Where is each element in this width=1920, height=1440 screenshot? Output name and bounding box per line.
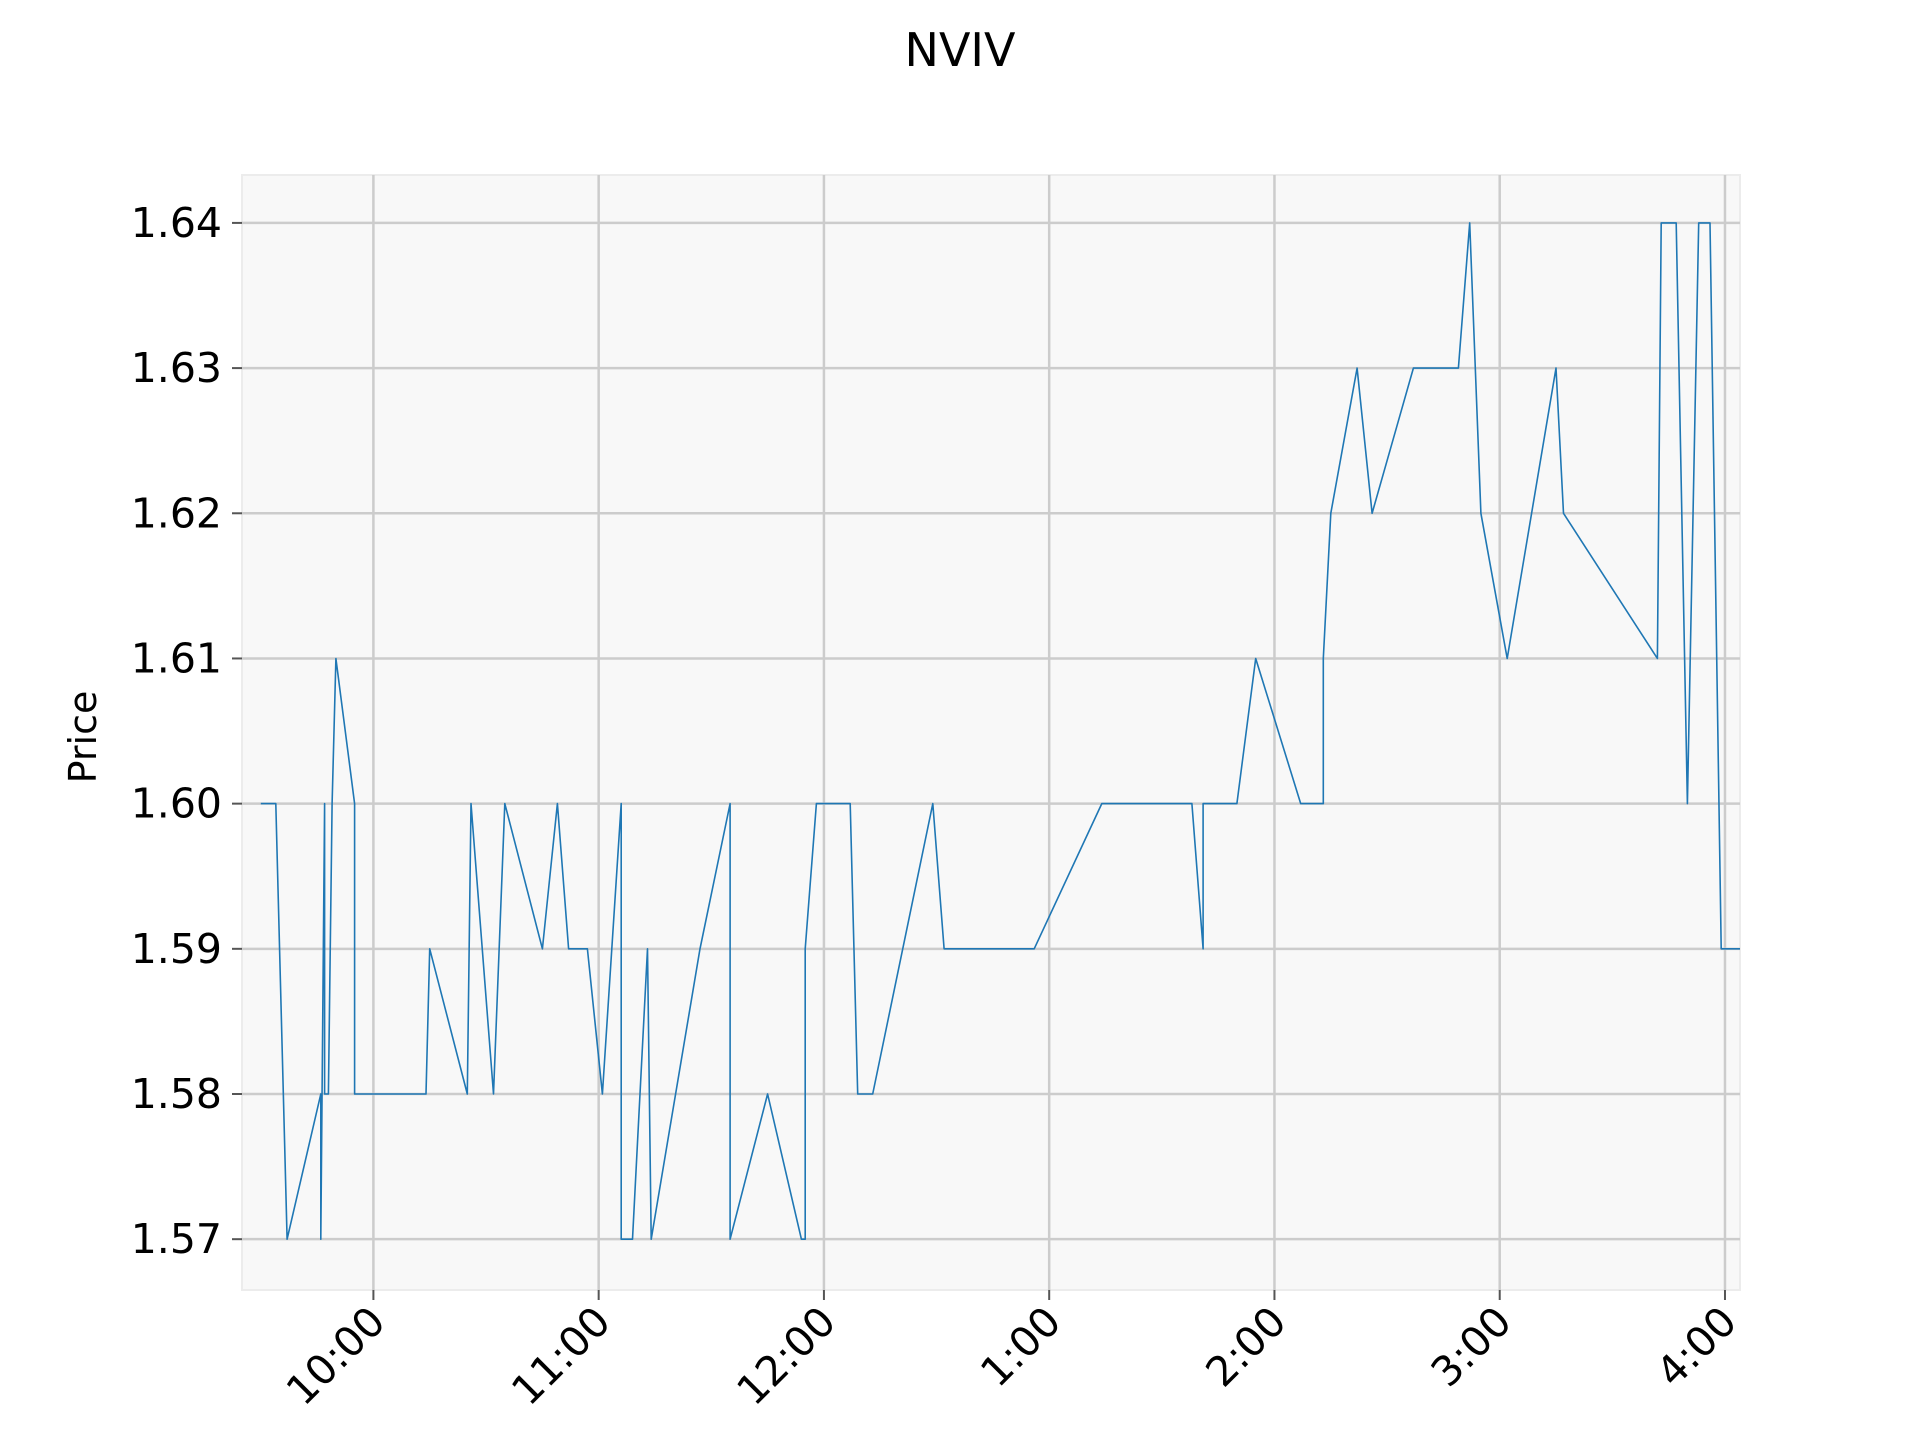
y-axis-label: Price xyxy=(61,691,105,784)
y-axis-ticks: 1.57 1.58 1.59 1.60 1.61 1.62 1.63 1.64 xyxy=(131,199,242,1263)
y-tick-label: 1.61 xyxy=(131,634,222,682)
x-gridlines xyxy=(372,175,1727,1290)
x-tick-label: 1:00 xyxy=(971,1297,1070,1396)
y-tick-label: 1.58 xyxy=(131,1070,222,1118)
y-tick-label: 1.64 xyxy=(131,199,222,247)
plot-area xyxy=(241,174,1741,1291)
price-line xyxy=(260,222,1740,1240)
x-axis-ticks: 10:00 11:00 12:00 1:00 2:00 3:00 4:00 xyxy=(277,1290,1746,1415)
y-tick-label: 1.62 xyxy=(131,489,222,537)
x-tick-label: 10:00 xyxy=(277,1297,394,1414)
y-tick-label: 1.59 xyxy=(131,925,222,973)
x-tick-label: 12:00 xyxy=(728,1297,845,1414)
x-tick-label: 11:00 xyxy=(502,1297,619,1414)
series-layer xyxy=(260,222,1740,1240)
y-tick-label: 1.60 xyxy=(131,780,222,828)
y-gridlines xyxy=(242,221,1740,1241)
x-tick-label: 2:00 xyxy=(1196,1297,1295,1396)
y-tick-label: 1.63 xyxy=(131,344,222,392)
x-tick-label: 3:00 xyxy=(1422,1297,1521,1396)
chart-title: NVIV xyxy=(905,23,1016,77)
y-tick-label: 1.57 xyxy=(131,1215,222,1263)
x-tick-label: 4:00 xyxy=(1647,1297,1746,1396)
